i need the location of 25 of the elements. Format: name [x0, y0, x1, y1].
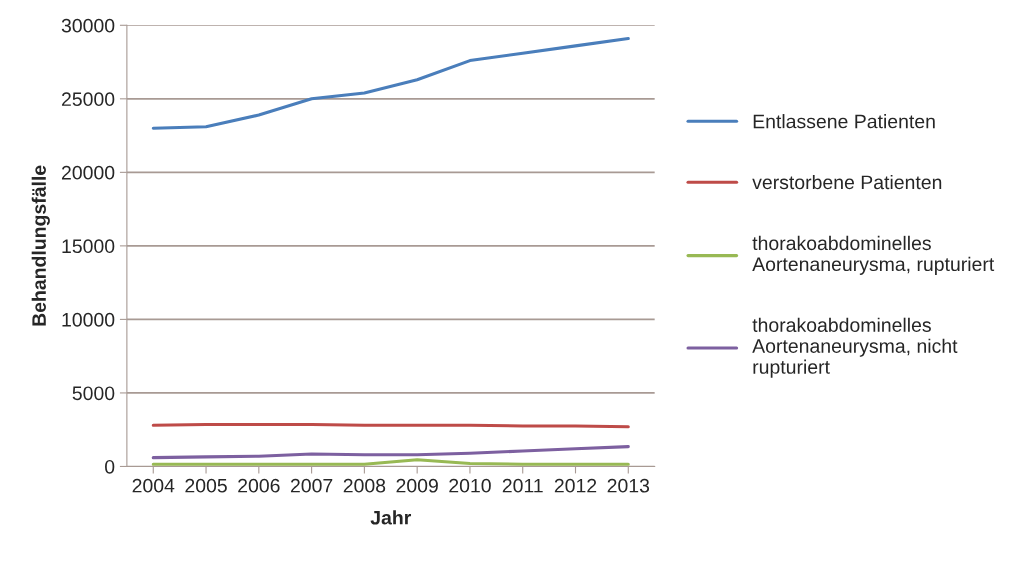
- x-tick-label: 2004: [132, 478, 175, 493]
- legend-label: thorakoabdominelles Aortenaneurysma, rupturiert: [752, 235, 995, 275]
- y-tick-label: 25000: [61, 92, 115, 107]
- x-tick-label: 2012: [554, 478, 597, 493]
- x-tick-label: 2005: [185, 478, 227, 493]
- x-tick-label: 2008: [343, 478, 386, 493]
- line-series: [151, 445, 630, 460]
- x-tick-label: 2010: [449, 478, 491, 493]
- y-axis-title: Behandlungsfälle: [31, 165, 50, 326]
- x-axis-title: Jahr: [370, 510, 412, 525]
- y-tick-label: 0: [105, 459, 115, 474]
- legend-label: verstorbene Patienten: [752, 174, 942, 190]
- y-tick-label: 10000: [62, 312, 115, 327]
- x-tick-label: 2007: [290, 478, 333, 493]
- y-tick-label: 20000: [61, 165, 115, 180]
- y-tick-label: 30000: [61, 18, 115, 33]
- legend-label: Entlassene Patienten: [753, 114, 935, 129]
- x-tick-label: 2011: [502, 478, 543, 493]
- line-series: [151, 37, 630, 130]
- y-tick-label: 15000: [62, 239, 115, 254]
- x-tick-label: 2013: [607, 478, 650, 493]
- y-tick-label: 5000: [72, 386, 115, 401]
- x-tick-label: 2006: [238, 478, 280, 493]
- x-tick-label: 2009: [396, 478, 438, 493]
- legend-label: thorakoabdominelles Aortenaneurysma, nicht rupturiert: [752, 317, 958, 378]
